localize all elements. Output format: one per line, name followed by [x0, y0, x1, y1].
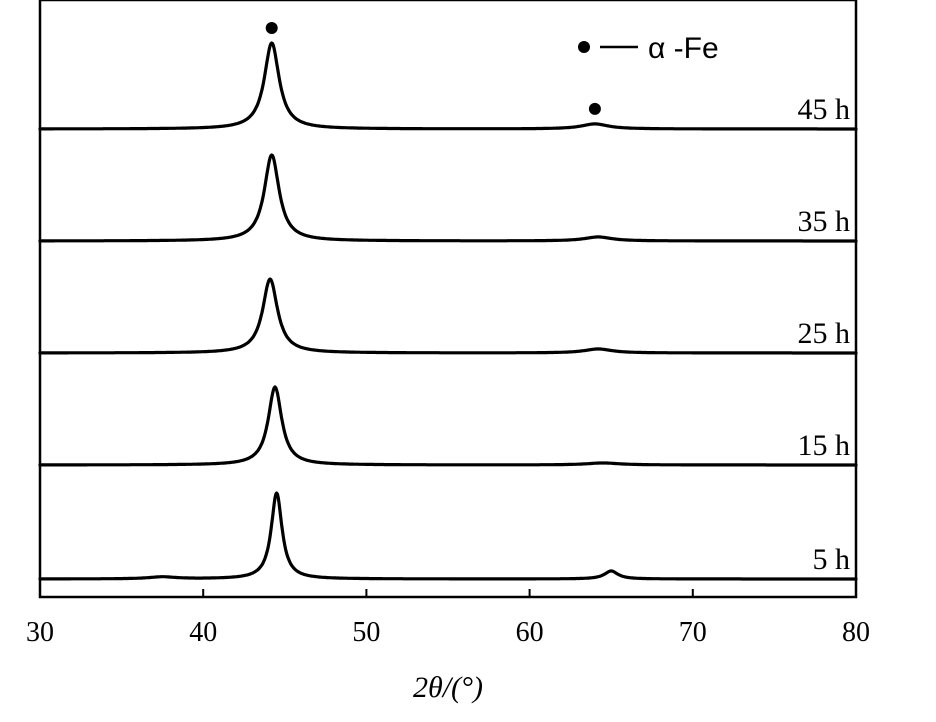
x-tick-label: 40	[189, 617, 217, 648]
x-axis-title: 2θ/(°)	[413, 671, 483, 704]
x-tick-label: 30	[26, 617, 54, 648]
series-labels-group: 45 h 35 h 25 h 15 h 5 h	[798, 93, 851, 576]
x-axis-ticks: 30 40 50 60 70 80	[26, 589, 870, 648]
phase-markers-group	[265, 22, 601, 115]
x-tick-label: 80	[842, 617, 870, 648]
alpha-fe-marker-icon	[265, 22, 278, 34]
series-label: 45 h	[798, 93, 851, 126]
alpha-fe-marker-icon	[588, 102, 601, 115]
x-tick-label: 60	[516, 617, 544, 648]
x-tick-label: 70	[679, 617, 707, 648]
series-label: 25 h	[798, 317, 851, 350]
trace-45h	[38, 41, 858, 131]
trace-35h	[38, 153, 858, 243]
x-tick-label: 50	[352, 617, 380, 648]
plot-frame	[38, 0, 858, 599]
series-label: 35 h	[798, 205, 851, 238]
legend-label: α -Fe	[648, 32, 719, 65]
trace-15h	[38, 385, 858, 467]
trace-5h	[38, 491, 858, 581]
traces-group	[38, 41, 858, 581]
legend-marker-icon	[578, 41, 590, 53]
legend: α -Fe	[578, 32, 719, 65]
series-label: 5 h	[813, 543, 851, 576]
series-label: 15 h	[798, 429, 851, 462]
trace-25h	[38, 277, 858, 355]
